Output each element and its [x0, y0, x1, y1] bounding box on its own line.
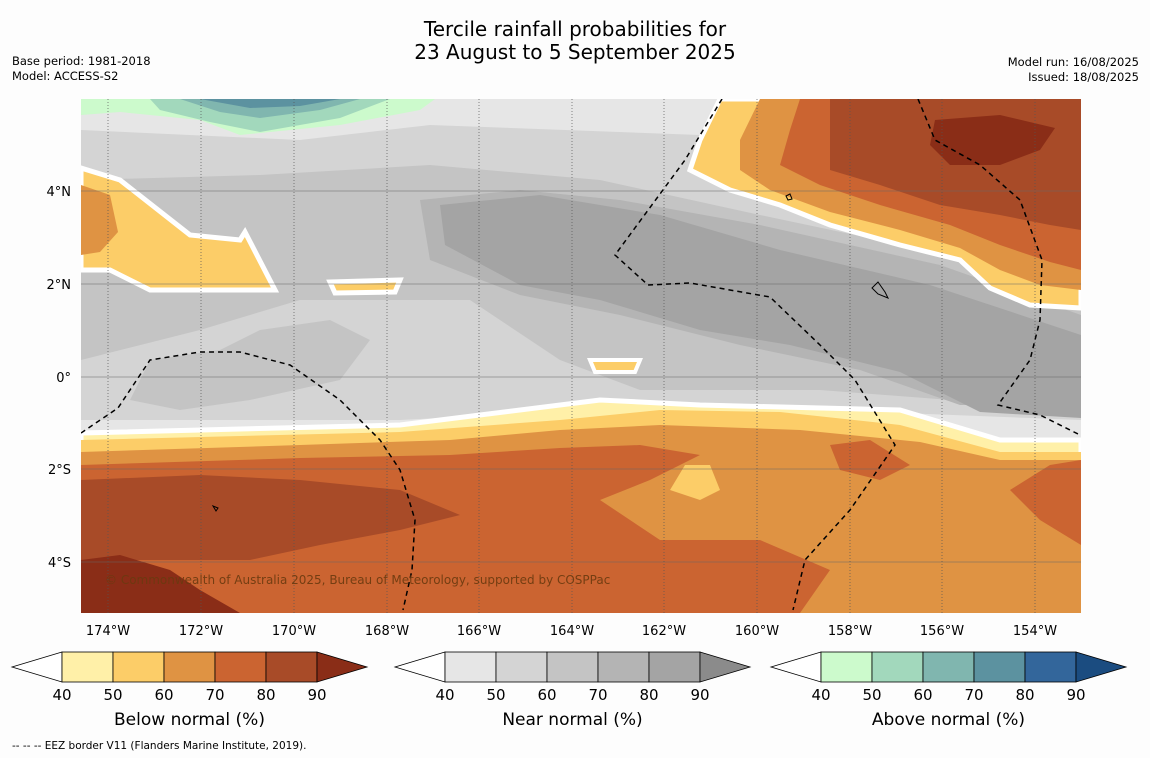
map-title: Tercile rainfall probabilities for 23 Au… [0, 18, 1150, 64]
above-normal-60-area [180, 99, 360, 118]
longitude-label: 172°W [179, 624, 223, 639]
graticule [81, 99, 1081, 613]
below-normal-yellow-island [670, 465, 720, 500]
map-field [81, 99, 1081, 613]
title-line-1: Tercile rainfall probabilities for [423, 17, 727, 41]
colorbar-high-extension [316, 651, 369, 683]
island-mark [785, 193, 793, 201]
below-normal-left-patch [81, 165, 280, 293]
eez-border-northeast [917, 99, 1081, 436]
colorbar-tick-label: 40 [52, 686, 71, 704]
eez-border-west [81, 351, 416, 611]
colorbar-segment [597, 651, 650, 683]
latitude-label: 2°S [48, 463, 71, 478]
longitude-label: 160°W [735, 624, 779, 639]
model-text: Model: ACCESS-S2 [12, 69, 119, 83]
colorbar: 40 50 60 70 80 90 Near normal (%) [393, 651, 752, 730]
colorbar-tick-label: 70 [964, 686, 983, 704]
near-normal-80-area [440, 195, 1081, 418]
below-normal-left-inner [81, 185, 118, 255]
longitude-labels: 174°W 172°W 170°W 168°W 166°W 164°W 162°W 160°W… [86, 624, 1057, 639]
longitude-label: 154°W [1013, 624, 1057, 639]
colorbar-segment [973, 651, 1026, 683]
colorbar-segment [214, 651, 267, 683]
colorbar-tick-label: 50 [103, 686, 122, 704]
colorbar-tick-label: 50 [486, 686, 505, 704]
colorbar-tick-label: 80 [1015, 686, 1034, 704]
longitude-label: 170°W [272, 624, 316, 639]
latitude-label: 4°N [47, 185, 72, 200]
longitude-label: 158°W [828, 624, 872, 639]
colorbar-tick-label: 90 [307, 686, 326, 704]
meta-left: Base period: 1981-2018 Model: ACCESS-S2 [12, 54, 151, 84]
latitude-label: 0° [56, 371, 71, 386]
below-normal-south-east-patch [1010, 460, 1081, 545]
colorbar-tick-label: 60 [154, 686, 173, 704]
eez-border-east [613, 99, 896, 611]
colorbars: 40 50 60 70 80 90 Below normal (%) 40 50 60 70 80 90… [10, 651, 1128, 730]
longitude-label: 166°W [457, 624, 501, 639]
colorbar-tick-label: 90 [690, 686, 709, 704]
colorbar-tick-label: 80 [256, 686, 275, 704]
colorbar-tick-label: 50 [862, 686, 881, 704]
colorbar-tick-label: 60 [537, 686, 556, 704]
colorbar-segment [495, 651, 548, 683]
colorbar-high-extension [699, 651, 752, 683]
copyright-text: © Commonwealth of Australia 2025, Bureau… [105, 573, 610, 587]
meta-right: Model run: 16/08/2025 Issued: 18/08/2025 [1008, 55, 1139, 85]
base-period-text: Base period: 1981-2018 [12, 54, 151, 68]
colorbar-title: Above normal (%) [872, 710, 1025, 730]
colorbar-high-extension [1075, 651, 1128, 683]
colorbar-tick-label: 40 [811, 686, 830, 704]
colorbar-segment [648, 651, 701, 683]
island-mark [211, 504, 219, 512]
colorbar-low-extension [393, 651, 446, 683]
below-normal-south-90 [81, 555, 240, 613]
colorbar-segment [922, 651, 975, 683]
longitude-label: 174°W [86, 624, 130, 639]
colorbar-title: Below normal (%) [114, 710, 265, 730]
colorbar-tick-label: 80 [639, 686, 658, 704]
below-normal-south-80 [81, 475, 460, 560]
colorbar-title: Near normal (%) [502, 710, 642, 730]
colorbar-tick-label: 90 [1066, 686, 1085, 704]
colorbar-segment [1024, 651, 1077, 683]
longitude-label: 168°W [365, 624, 409, 639]
colorbar-segment [112, 651, 165, 683]
rainfall-map: © Commonwealth of Australia 2025, Bureau… [47, 99, 1081, 639]
colorbar-segment [444, 651, 497, 683]
near-normal-patch [130, 320, 370, 410]
legend-footer: -- -- -- EEZ border V11 (Flanders Marine… [12, 740, 307, 752]
below-normal-small-patch [326, 277, 404, 296]
colorbar-segment [820, 651, 873, 683]
colorbar-tick-label: 70 [205, 686, 224, 704]
colorbar-low-extension [10, 651, 63, 683]
colorbar-segment [546, 651, 599, 683]
latitude-label: 4°S [48, 556, 71, 571]
colorbar-segment [163, 651, 216, 683]
colorbar-segment [265, 651, 318, 683]
colorbar-tick-label: 60 [913, 686, 932, 704]
island-mark [871, 281, 890, 299]
colorbar: 40 50 60 70 80 90 Below normal (%) [10, 651, 369, 730]
issued-text: Issued: 18/08/2025 [1028, 70, 1139, 84]
longitude-label: 164°W [550, 624, 594, 639]
colorbar-segment [61, 651, 114, 683]
colorbar: 40 50 60 70 80 90 Above normal (%) [769, 651, 1128, 730]
latitude-label: 2°N [47, 278, 72, 293]
title-line-2: 23 August to 5 September 2025 [414, 40, 736, 64]
above-normal-70-area [200, 99, 340, 108]
model-run-text: Model run: 16/08/2025 [1007, 55, 1139, 69]
longitude-label: 156°W [920, 624, 964, 639]
colorbar-low-extension [769, 651, 822, 683]
colorbar-tick-label: 70 [588, 686, 607, 704]
colorbar-tick-label: 40 [435, 686, 454, 704]
colorbar-segment [871, 651, 924, 683]
below-normal-upper-right-90 [930, 115, 1055, 165]
latitude-labels: 4°N 2°N 0° 2°S 4°S [47, 185, 72, 571]
longitude-label: 162°W [642, 624, 686, 639]
below-normal-tiny-patch [587, 358, 643, 374]
